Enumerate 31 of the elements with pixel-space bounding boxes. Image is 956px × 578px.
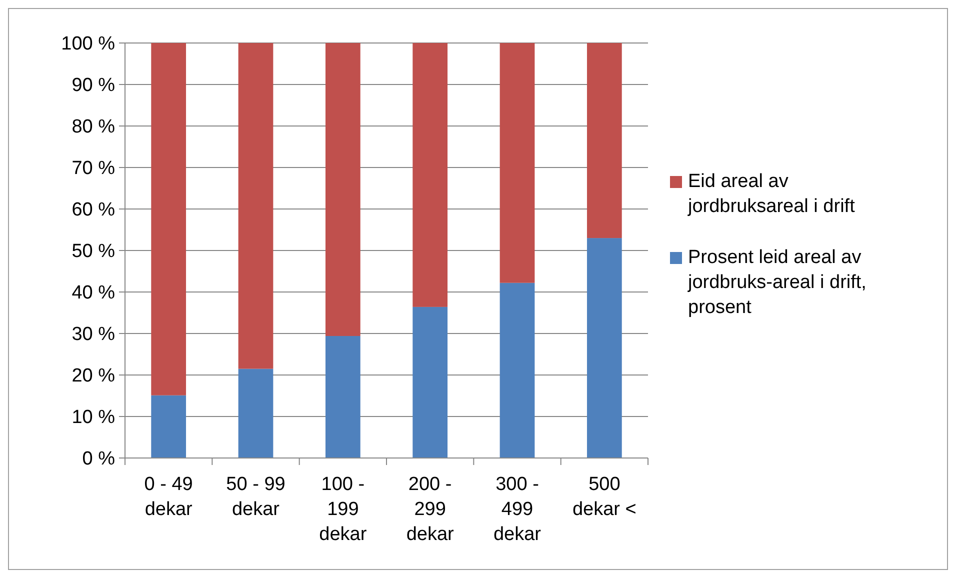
bar xyxy=(325,43,360,336)
bar xyxy=(151,395,186,458)
y-tick-label: 50 % xyxy=(72,241,116,262)
y-tick-label: 20 % xyxy=(72,366,116,387)
bar xyxy=(586,238,622,458)
y-tick-label: 80 % xyxy=(72,116,116,138)
x-tick-label: 300 - 499 dekar xyxy=(493,474,542,545)
y-tick-label: 30 % xyxy=(72,324,116,346)
y-tick-label: 60 % xyxy=(72,200,116,221)
bar xyxy=(412,306,448,458)
bar xyxy=(325,336,360,458)
x-tick-label: 100 - 199 dekar xyxy=(319,474,368,545)
y-tick-label: 0 % xyxy=(82,448,116,470)
bar xyxy=(586,43,622,238)
legend-label: Prosent leid areal av jordbruks-areal i drift, prosent xyxy=(687,247,866,318)
legend-label: Eid areal av jordbruksareal i drift xyxy=(687,171,856,217)
bar xyxy=(500,43,535,283)
x-tick-label: 50 - 99 dekar xyxy=(226,474,286,520)
bar xyxy=(238,43,274,369)
y-tick-label: 90 % xyxy=(72,75,116,96)
bar xyxy=(151,43,186,396)
x-tick-label: 200 - 299 dekar xyxy=(406,474,455,545)
y-tick-label: 10 % xyxy=(72,407,116,428)
bar xyxy=(238,368,274,458)
y-tick-label: 40 % xyxy=(72,282,116,304)
x-tick-label: 500 dekar < xyxy=(572,474,636,520)
bar xyxy=(500,282,535,458)
y-tick-label: 100 % xyxy=(61,34,116,55)
y-tick-label: 70 % xyxy=(72,158,116,180)
x-tick-label: 0 - 49 dekar xyxy=(144,474,194,520)
bar xyxy=(412,43,448,307)
